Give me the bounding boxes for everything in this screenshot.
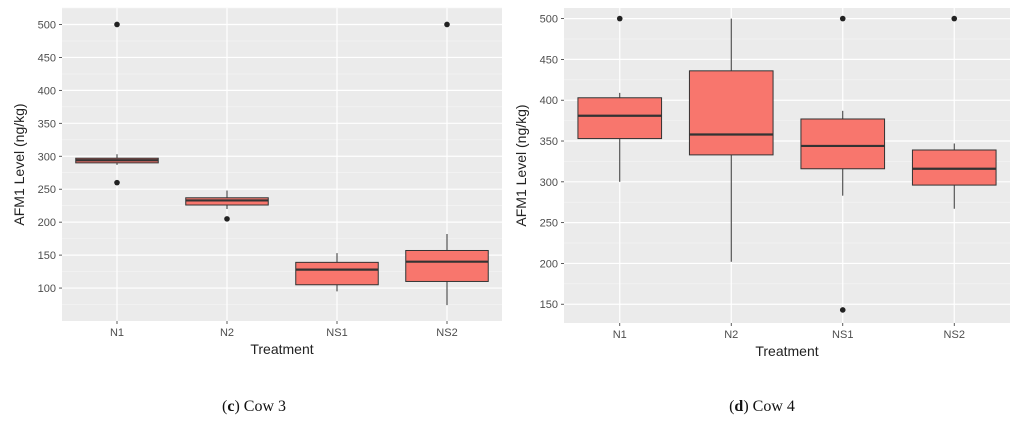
y-tick-label: 100 <box>38 283 56 295</box>
x-tick-label: N1 <box>110 327 124 339</box>
x-axis-title: Treatment <box>250 341 313 357</box>
x-tick-label: N2 <box>724 329 738 341</box>
outlier-point <box>951 15 958 22</box>
box-ns1 <box>295 253 379 292</box>
box-body <box>911 149 997 186</box>
outlier-point <box>839 15 846 22</box>
outlier-point <box>444 21 450 28</box>
box-n2 <box>185 190 269 222</box>
caption-c-letter: c <box>227 398 235 415</box>
caption-c-text: Cow 3 <box>239 398 286 415</box>
outlier-point <box>616 15 623 22</box>
y-tick-label: 250 <box>38 184 56 196</box>
box-body <box>577 97 663 140</box>
y-axis-title: AFM1 Level (ng/kg) <box>11 103 27 225</box>
y-tick-label: 450 <box>38 52 56 64</box>
y-tick-label: 500 <box>540 14 558 26</box>
y-tick-label: 350 <box>540 136 558 148</box>
box-body <box>295 261 379 286</box>
outlier-point <box>224 216 230 222</box>
y-tick-label: 400 <box>540 95 558 107</box>
box-ns2 <box>911 15 997 209</box>
y-tick-label: 300 <box>38 151 56 163</box>
y-tick-label: 150 <box>540 299 558 311</box>
box-n1 <box>75 21 159 186</box>
caption-d-letter: d <box>734 398 744 415</box>
x-tick-label: NS1 <box>326 327 347 339</box>
y-tick-label: 150 <box>38 250 56 262</box>
box-body <box>800 118 886 170</box>
y-tick-label: 200 <box>38 217 56 229</box>
box-ns2 <box>405 21 489 306</box>
outlier-point <box>114 179 120 186</box>
y-tick-label: 250 <box>540 218 558 230</box>
x-tick-label: NS1 <box>832 329 853 341</box>
chart-panel-c: 100 150 200 250 300 350 400 450 500 N1 N2 NS1 NS2 Tre… <box>11 7 502 357</box>
x-tick-label: N2 <box>220 327 234 339</box>
x-tick-label: N1 <box>613 329 627 341</box>
chart-panel-d: 150 200 250 300 350 400 450 500 N1 N2 NS1 NS2 Treatm… <box>508 0 1016 425</box>
x-axis-title: Treatment <box>755 343 818 359</box>
box-n1 <box>577 15 663 182</box>
outlier-point <box>839 307 846 313</box>
box-body <box>688 70 774 156</box>
box-n2 <box>688 18 774 262</box>
boxplot-chart-d: 150 200 250 300 350 400 450 500 N1 N2 NS1 NS2 Treatm… <box>513 8 1010 359</box>
y-tick-label: 350 <box>38 118 56 130</box>
caption-d-text: Cow 4 <box>748 398 795 415</box>
y-tick-label: 450 <box>540 54 558 66</box>
y-tick-label: 300 <box>540 177 558 189</box>
x-tick-label: NS2 <box>944 329 965 341</box>
y-axis-title: AFM1 Level (ng/kg) <box>513 104 529 226</box>
boxplot-chart-c: 100 150 200 250 300 350 400 450 500 N1 N2 NS1 NS2 Tre… <box>11 7 502 357</box>
y-tick-label: 200 <box>540 258 558 270</box>
caption-c: (c) Cow 3 <box>222 398 286 415</box>
y-tick-label: 400 <box>38 85 56 97</box>
caption-d: (d) Cow 4 <box>729 398 795 415</box>
box-ns1 <box>800 15 886 313</box>
x-tick-label: NS2 <box>436 327 457 339</box>
outlier-point <box>114 21 120 28</box>
box-body <box>405 249 489 282</box>
y-tick-label: 500 <box>38 19 56 31</box>
